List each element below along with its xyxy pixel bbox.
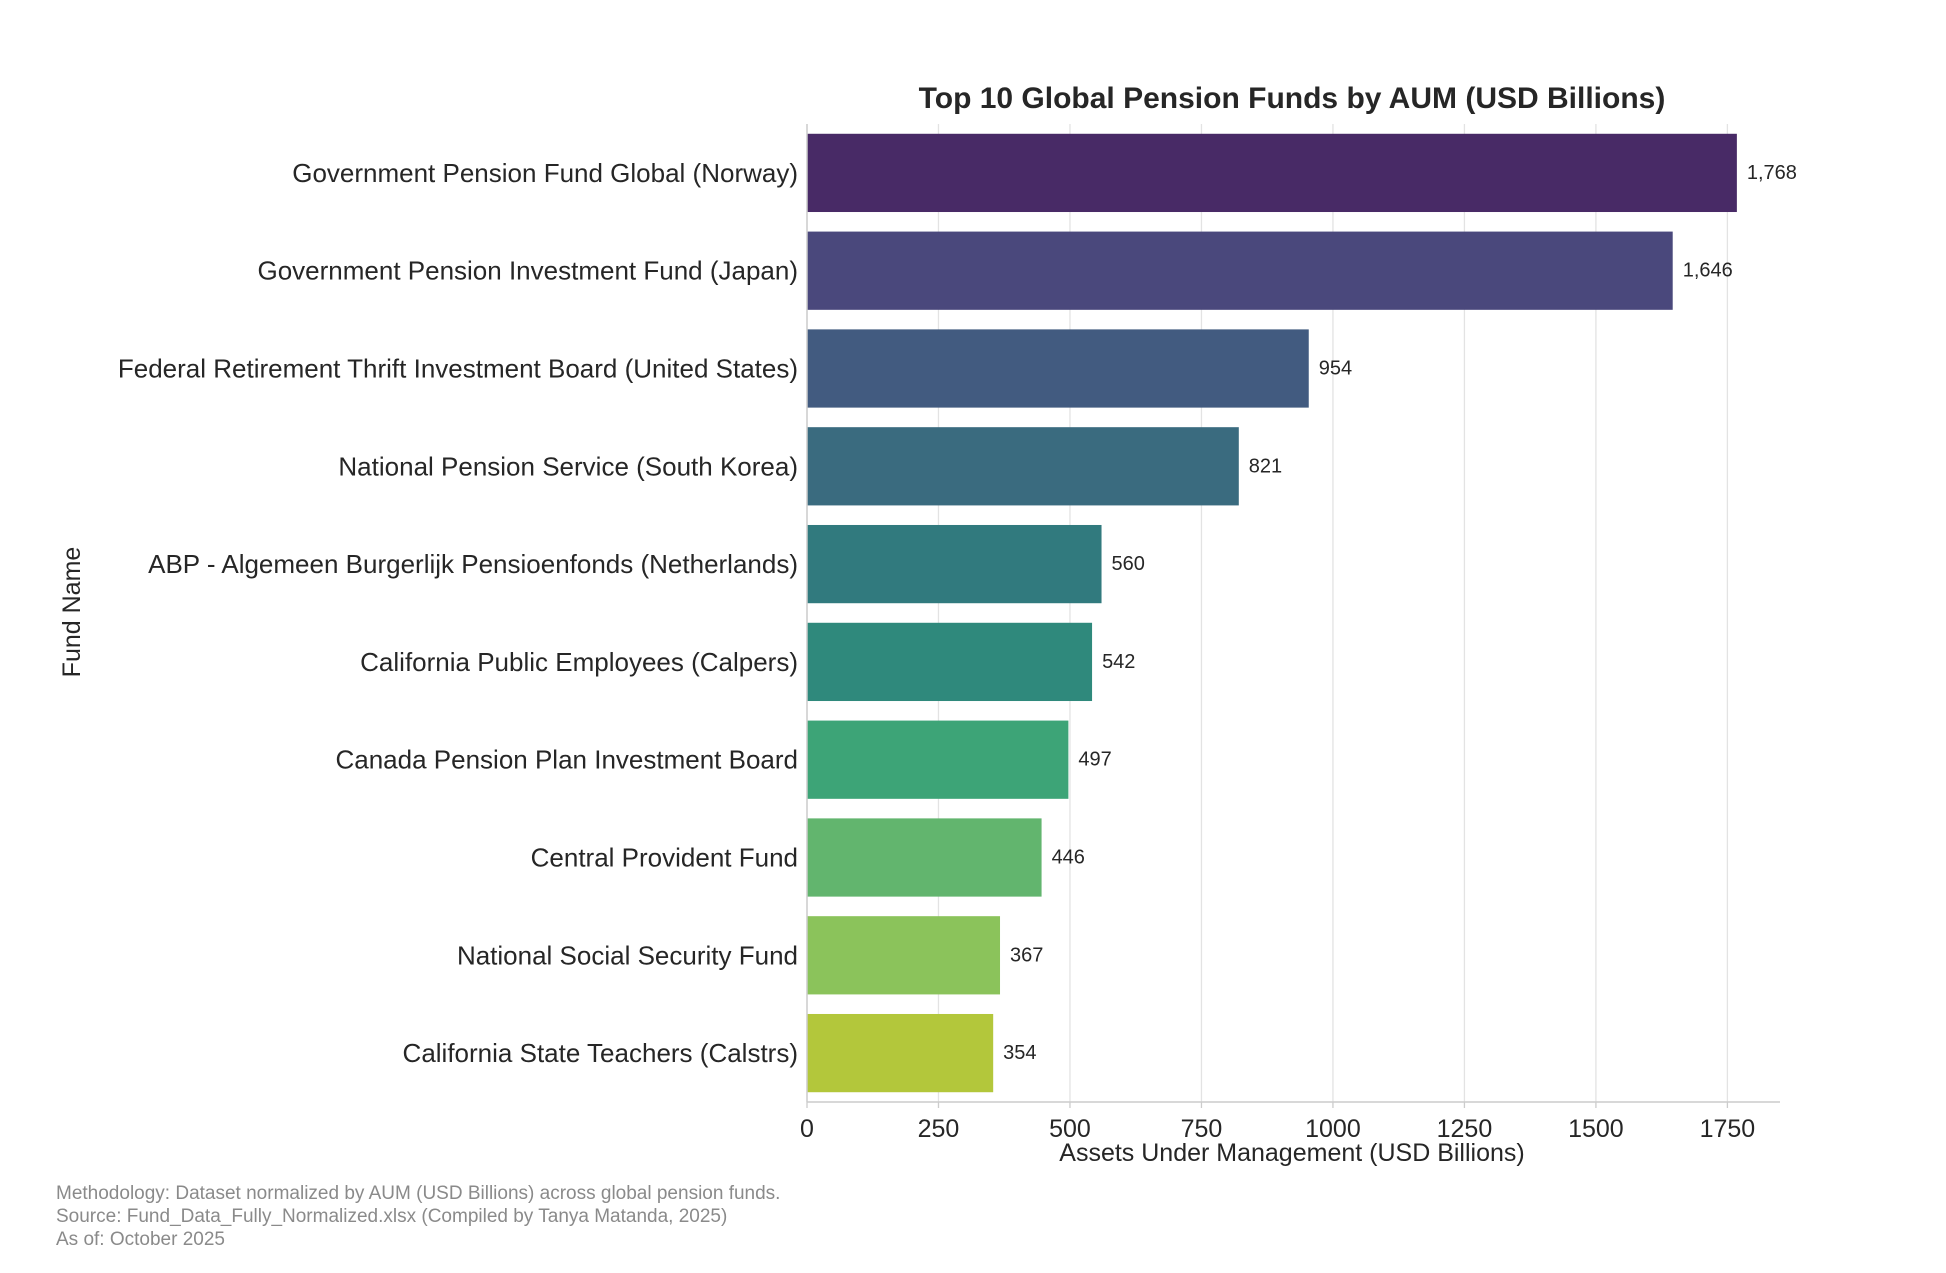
bar-value-label: 367 xyxy=(1010,944,1043,966)
bar xyxy=(807,720,1069,799)
bar xyxy=(807,1013,994,1093)
bar-value-label: 1,646 xyxy=(1683,260,1733,282)
x-axis-title: Assets Under Management (USD Billions) xyxy=(1059,1139,1524,1167)
bar-value-label: 354 xyxy=(1003,1042,1036,1064)
bar xyxy=(807,916,1001,995)
bar xyxy=(807,524,1102,604)
x-tick-label: 500 xyxy=(1049,1115,1091,1143)
y-tick-label: Canada Pension Plan Investment Board xyxy=(335,745,798,775)
x-tick-label: 1500 xyxy=(1568,1115,1624,1143)
as-of-note: As of: October 2025 xyxy=(56,1229,225,1250)
x-tick-label: 0 xyxy=(800,1115,814,1143)
y-tick-label: California Public Employees (Calpers) xyxy=(360,647,798,677)
y-tick-label: Government Pension Fund Global (Norway) xyxy=(292,158,798,188)
chart-title: Top 10 Global Pension Funds by AUM (USD … xyxy=(919,82,1666,115)
bar-value-label: 954 xyxy=(1319,358,1352,380)
x-tick-label: 250 xyxy=(918,1115,960,1143)
source-note: Source: Fund_Data_Fully_Normalized.xlsx … xyxy=(56,1206,728,1227)
y-tick-label: Federal Retirement Thrift Investment Boa… xyxy=(118,354,798,384)
bar xyxy=(807,427,1239,506)
y-tick-label: Government Pension Investment Fund (Japa… xyxy=(257,256,798,286)
axes: 0 250 500 750 1000 1250 1500 1750 xyxy=(800,124,1780,1143)
bar-value-label: 446 xyxy=(1052,847,1085,869)
bar-value-label: 560 xyxy=(1112,553,1145,575)
bar-value-label: 821 xyxy=(1249,455,1282,477)
y-axis-title: Fund Name xyxy=(58,547,86,678)
footnotes: Methodology: Dataset normalized by AUM (… xyxy=(56,1182,780,1251)
x-tick-label: 1250 xyxy=(1437,1115,1493,1143)
y-tick-label: California State Teachers (Calstrs) xyxy=(403,1038,798,1068)
y-tick-label: Central Provident Fund xyxy=(531,843,798,873)
bar xyxy=(807,818,1042,897)
methodology-note: Methodology: Dataset normalized by AUM (… xyxy=(56,1183,781,1204)
labels: Government Pension Fund Global (Norway) 1… xyxy=(118,158,1797,1068)
bar-value-label: 1,768 xyxy=(1747,162,1797,184)
y-tick-label: National Social Security Fund xyxy=(457,940,798,970)
bar-value-label: 497 xyxy=(1078,749,1111,771)
bars xyxy=(807,133,1737,1093)
bar-value-label: 542 xyxy=(1102,651,1135,673)
y-tick-label: ABP - Algemeen Burgerlijk Pensioenfonds … xyxy=(148,549,798,579)
bar xyxy=(807,622,1093,702)
y-tick-label: National Pension Service (South Korea) xyxy=(338,451,798,481)
x-tick-label: 750 xyxy=(1181,1115,1223,1143)
bar xyxy=(807,231,1673,310)
bar xyxy=(807,329,1309,408)
bar xyxy=(807,133,1737,213)
x-tick-label: 1750 xyxy=(1700,1115,1756,1143)
x-tick-label: 1000 xyxy=(1305,1115,1361,1143)
